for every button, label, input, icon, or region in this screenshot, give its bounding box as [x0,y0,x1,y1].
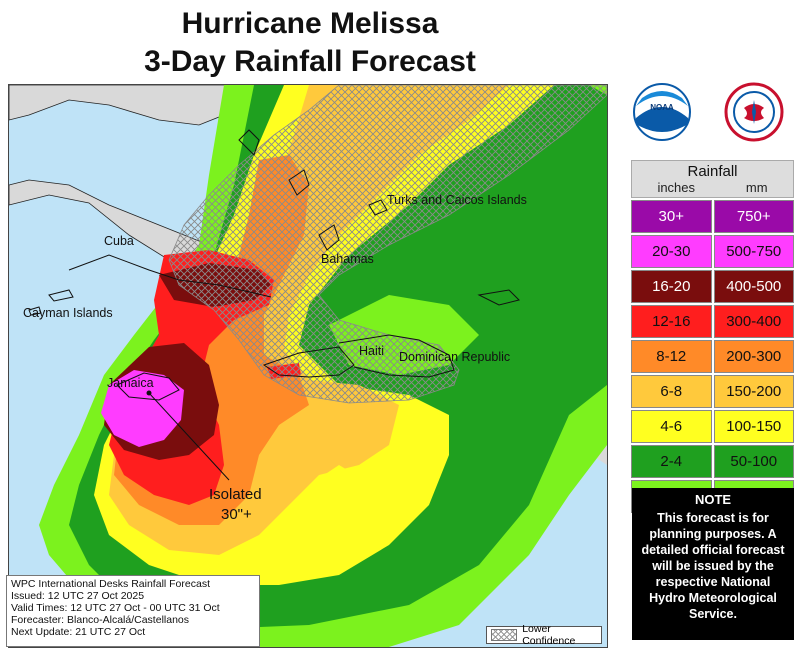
legend-header: Rainfall inches mm [631,160,794,198]
label-cayman-islands: Cayman Islands [23,306,113,320]
legend-cell-mm: 200-300 [713,340,794,373]
legend-cell-mm: 400-500 [713,270,794,303]
label-turks-and-caicos: Turks and Caicos Islands [387,193,527,207]
lower-confidence-label: Lower Confidence [522,623,576,647]
legend-unit-mm: mm [745,180,768,195]
rain-zone-4-6-pocket [309,465,364,540]
lower-confidence-key: Lower Confidence [486,623,602,647]
label-bahamas: Bahamas [321,252,374,266]
legend-title: Rainfall [687,163,738,180]
map-subtitle: 3-Day Rainfall Forecast [144,45,476,78]
nws-logo [724,82,784,142]
svg-text:NOAA: NOAA [650,103,674,112]
legend-cell-in: 16-20 [631,270,712,303]
legend-cell-in: 20-30 [631,235,712,268]
legend-cell-in: 6-8 [631,375,712,408]
legend-cell-mm: 750+ [713,200,794,233]
map-title: Hurricane Melissa [181,7,439,40]
info-line-forecaster: Forecaster: Blanco-Alcalá/Castellanos [11,614,189,626]
hatch-swatch [491,629,518,641]
rainfall-legend: Rainfall inches mm 30+ 750+ 20-30 500-750 16… [631,160,794,513]
legend-row: 6-8 150-200 [631,375,794,408]
legend-cell-in: 2-4 [631,445,712,478]
note-text: This forecast is for planning purposes. … [641,511,785,621]
legend-cell-mm: 100-150 [713,410,794,443]
info-line-issued: Issued: 12 UTC 27 Oct 2025 [11,590,145,602]
info-line-next-update: Next Update: 21 UTC 27 Oct [11,626,146,638]
forecast-info-box: WPC International Desks Rainfall Forecas… [6,575,260,647]
legend-cell-in: 4-6 [631,410,712,443]
legend-cell-mm: 50-100 [713,445,794,478]
legend-row: 30+ 750+ [631,200,794,233]
label-cuba: Cuba [104,234,134,248]
legend-cell-mm: 500-750 [713,235,794,268]
legend-cell-mm: 300-400 [713,305,794,338]
legend-row: 16-20 400-500 [631,270,794,303]
legend-cell-mm: 150-200 [713,375,794,408]
info-line-source: WPC International Desks Rainfall Forecas… [11,578,210,590]
label-dominican-republic: Dominican Republic [399,350,510,364]
legend-cell-in: 8-12 [631,340,712,373]
info-line-valid: Valid Times: 12 UTC 27 Oct - 00 UTC 31 O… [11,602,220,614]
label-isolated: Isolated [209,486,262,503]
legend-cell-in: 12-16 [631,305,712,338]
legend-row: 20-30 500-750 [631,235,794,268]
label-haiti: Haiti [359,344,384,358]
agency-logos: NOAA [622,78,800,148]
legend-unit-inches: inches [657,180,696,195]
noaa-logo: NOAA [633,83,691,141]
lower-confidence-area [168,85,607,404]
note-title: NOTE [694,492,732,507]
label-jamaica: Jamaica [107,376,154,390]
legend-row: 4-6 100-150 [631,410,794,443]
rainfall-map: Cuba Cayman Islands Jamaica Bahamas Turk… [8,84,608,648]
label-isolated-30: 30"+ [221,506,252,523]
legend-row: 12-16 300-400 [631,305,794,338]
legend-cell-in: 30+ [631,200,712,233]
note-box: NOTE This forecast is for planning purpo… [632,488,794,640]
legend-row: 8-12 200-300 [631,340,794,373]
legend-row: 2-4 50-100 [631,445,794,478]
isolated-pointer [148,392,230,481]
